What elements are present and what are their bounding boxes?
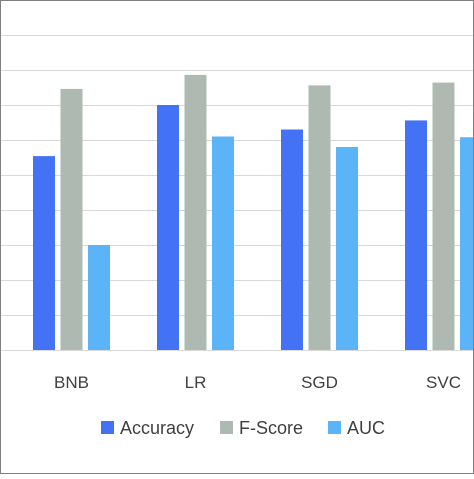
legend-swatch bbox=[328, 421, 341, 434]
bar-lr-f-score bbox=[184, 74, 207, 351]
bar-sgd-accuracy bbox=[281, 129, 303, 350]
legend-item-f-score: F-Score bbox=[220, 418, 303, 438]
legend-label: F-Score bbox=[239, 418, 303, 438]
bar-sgd-f-score bbox=[308, 85, 331, 351]
bar-svc-f-score bbox=[432, 82, 455, 350]
bar-bnb-accuracy bbox=[33, 156, 55, 350]
legend-label: Accuracy bbox=[120, 418, 194, 438]
bar-svc-auc bbox=[460, 137, 474, 350]
x-tick-label-svc: SVC bbox=[426, 373, 461, 392]
x-tick-label-sgd: SGD bbox=[301, 373, 338, 392]
bar-bnb-auc bbox=[88, 245, 110, 350]
bar-lr-accuracy bbox=[157, 105, 179, 350]
x-axis-tick-labels: BNB LR SGD SVC bbox=[54, 373, 461, 392]
bar-lr-auc bbox=[212, 136, 234, 350]
x-tick-label-bnb: BNB bbox=[54, 373, 89, 392]
legend-item-accuracy: Accuracy bbox=[101, 418, 194, 438]
legend-item-auc: AUC bbox=[328, 418, 385, 438]
bar-bnb-f-score bbox=[60, 88, 83, 351]
legend: Accuracy F-Score AUC bbox=[101, 418, 385, 438]
bar-sgd-auc bbox=[336, 147, 358, 350]
bars bbox=[33, 74, 474, 351]
legend-label: AUC bbox=[347, 418, 385, 438]
legend-swatch bbox=[220, 421, 233, 434]
bar-svc-accuracy bbox=[405, 120, 427, 351]
x-tick-label-lr: LR bbox=[185, 373, 207, 392]
legend-swatch bbox=[101, 421, 114, 434]
